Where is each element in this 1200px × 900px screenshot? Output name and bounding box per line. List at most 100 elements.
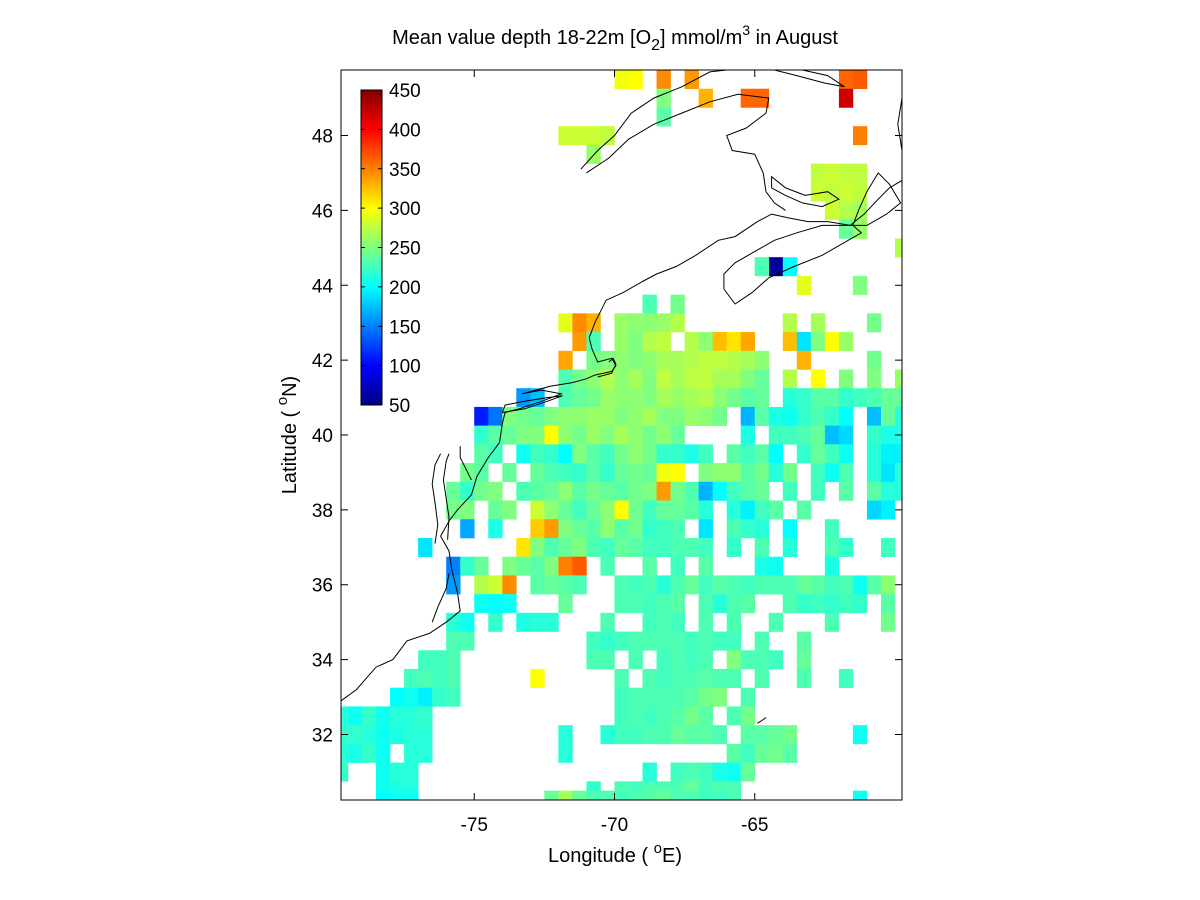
heatmap-cell — [670, 500, 685, 520]
heatmap-cell — [656, 790, 671, 801]
heatmap-cell — [614, 790, 629, 801]
heatmap-cell — [586, 126, 601, 146]
heatmap-cell — [880, 463, 896, 483]
heatmap-cell — [474, 481, 489, 501]
heatmap-cell — [768, 463, 784, 483]
heatmap-cell — [698, 556, 713, 576]
heatmap-cell — [670, 594, 685, 614]
x-tick-label: -75 — [461, 815, 488, 836]
colorbar-tick-label: 200 — [389, 278, 421, 299]
heatmap-cell — [712, 687, 727, 707]
heatmap-cell — [656, 332, 671, 352]
heatmap-cell — [768, 444, 784, 464]
heatmap-cell — [698, 481, 713, 501]
heatmap-cell — [712, 668, 727, 688]
heatmap-cell — [740, 406, 756, 426]
heatmap-cell — [670, 631, 685, 651]
heatmap-cell — [670, 575, 685, 595]
heatmap-cell — [866, 388, 882, 408]
heatmap-cell — [782, 406, 798, 426]
heatmap-cell — [824, 388, 840, 408]
heatmap-cell — [824, 163, 840, 183]
heatmap-cell — [600, 650, 615, 670]
heatmap-cell — [530, 668, 545, 688]
heatmap-cell — [600, 350, 615, 370]
heatmap-cell — [446, 650, 461, 670]
heatmap-cell — [390, 790, 405, 801]
heatmap-cell — [726, 481, 742, 501]
heatmap-cell — [726, 762, 742, 782]
heatmap-cell — [558, 537, 573, 557]
heatmap-cell — [796, 650, 812, 670]
heatmap-cell — [740, 687, 756, 707]
heatmap-cell — [446, 687, 461, 707]
heatmap-cell — [754, 88, 770, 108]
heatmap-cell — [628, 725, 643, 745]
heatmap-cell — [712, 406, 727, 426]
heatmap-cell — [656, 575, 671, 595]
heatmap-cell — [600, 425, 615, 445]
heatmap-cell — [642, 725, 657, 745]
heatmap-cell — [698, 762, 713, 782]
heatmap-cell — [558, 575, 573, 595]
x-axis-label-before: Longitude ( — [548, 845, 654, 867]
heatmap-cell — [810, 163, 826, 183]
heatmap-cell — [474, 594, 489, 614]
heatmap-cell — [838, 369, 854, 389]
heatmap-cell — [390, 687, 405, 707]
heatmap-cell — [796, 444, 812, 464]
heatmap-cell — [656, 425, 671, 445]
heatmap-cell — [866, 350, 882, 370]
heatmap-cell — [642, 406, 657, 426]
heatmap-cell — [684, 70, 699, 90]
heatmap-cell — [768, 556, 784, 576]
heatmap-cell — [894, 388, 903, 408]
heatmap-cell — [600, 556, 615, 576]
heatmap-cell — [852, 70, 868, 90]
heatmap-cell — [341, 706, 349, 726]
heatmap-cell — [530, 537, 545, 557]
heatmap-cell — [684, 687, 699, 707]
heatmap-cell — [754, 519, 770, 539]
heatmap-cell — [628, 406, 643, 426]
heatmap-cell — [684, 444, 699, 464]
title-superscript: 3 — [742, 22, 750, 38]
heatmap-cell — [670, 668, 685, 688]
heatmap-cell — [670, 388, 685, 408]
heatmap-cell — [754, 650, 770, 670]
heatmap-cell — [768, 650, 784, 670]
heatmap-cell — [544, 425, 559, 445]
heatmap-cell — [782, 594, 798, 614]
heatmap-cell — [726, 612, 742, 632]
heatmap-cell — [600, 631, 615, 651]
heatmap-cell — [824, 594, 840, 614]
heatmap-cell — [614, 594, 629, 614]
colorbar-tick-label: 250 — [389, 239, 421, 260]
heatmap-cell — [852, 790, 868, 801]
heatmap-cell — [656, 70, 671, 90]
coastline-long-island — [501, 395, 563, 413]
heatmap-cell — [474, 406, 489, 426]
heatmap-cell — [404, 668, 419, 688]
heatmap-cell — [642, 594, 657, 614]
heatmap-cell — [376, 706, 391, 726]
heatmap-cell — [698, 725, 713, 745]
heatmap-cell — [754, 537, 770, 557]
heatmap-cell — [754, 481, 770, 501]
heatmap-cell — [726, 463, 742, 483]
heatmap-cell — [642, 481, 657, 501]
heatmap-cell — [642, 612, 657, 632]
heatmap-cell — [880, 444, 896, 464]
heatmap-cell — [838, 594, 854, 614]
heatmap-cell — [628, 537, 643, 557]
coastline-nova-scotia — [723, 224, 863, 305]
heatmap-cell — [544, 612, 559, 632]
heatmap-cell — [740, 388, 756, 408]
heatmap-cell — [474, 444, 489, 464]
heatmap-cell — [824, 612, 840, 632]
heatmap-cell — [670, 519, 685, 539]
y-axis-label-before: Latitude ( — [279, 405, 301, 494]
heatmap-cell — [684, 575, 699, 595]
heatmap-cell — [838, 88, 854, 108]
colorbar-tick-label: 400 — [389, 120, 421, 141]
